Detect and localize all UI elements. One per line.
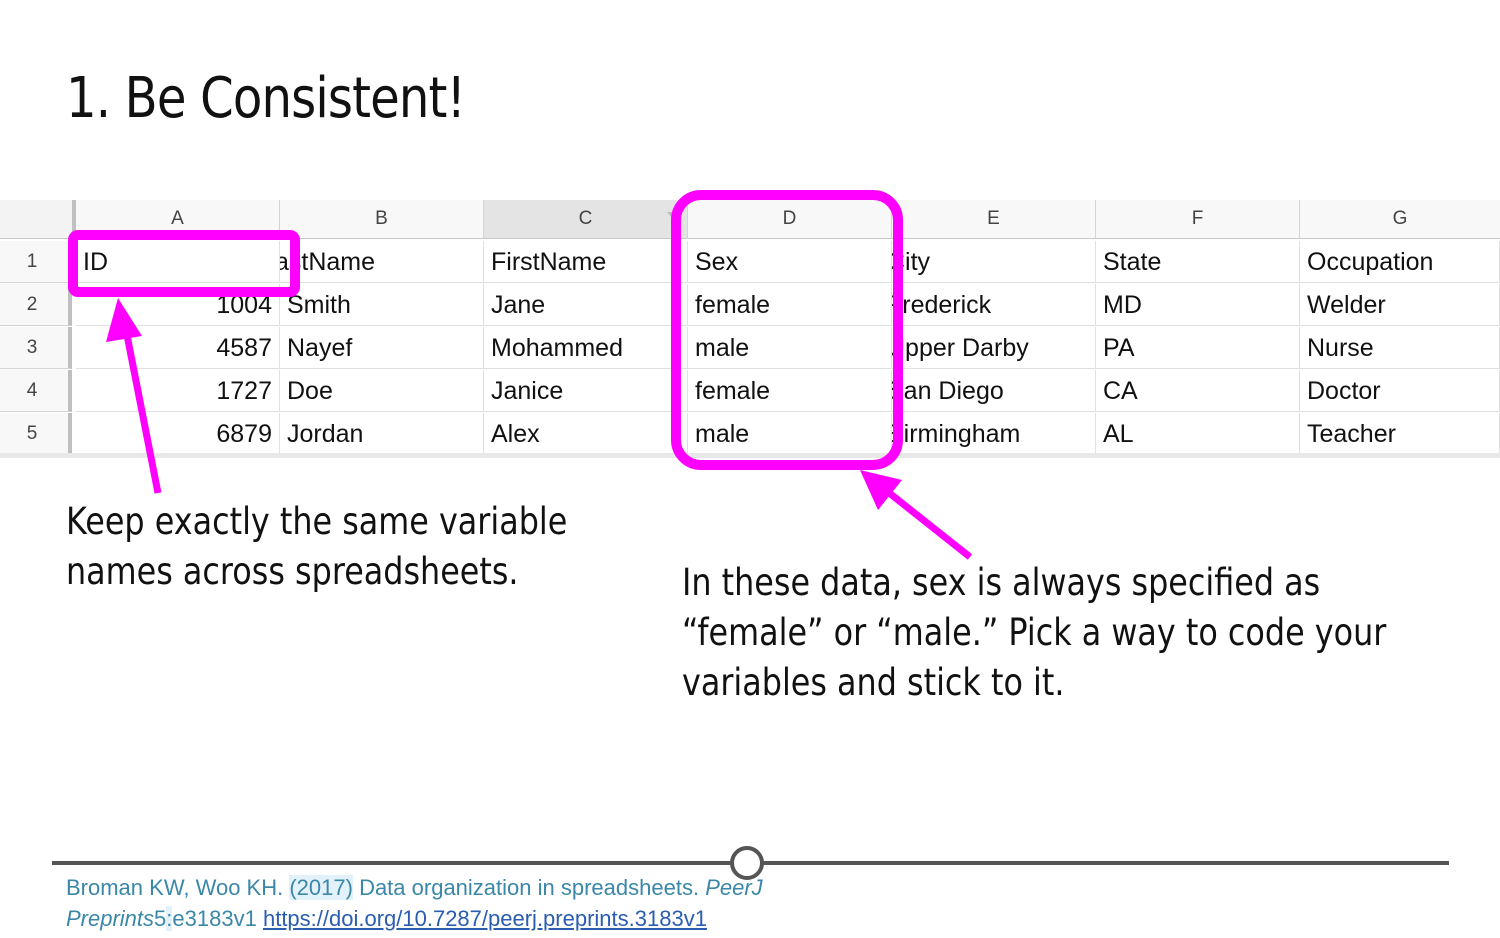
citation-journal-a: PeerJ bbox=[705, 875, 763, 900]
cell-g4[interactable]: Doctor bbox=[1300, 370, 1500, 412]
cell-a1[interactable]: ID bbox=[76, 241, 280, 283]
column-header-b[interactable]: B bbox=[280, 200, 484, 239]
cell-b5[interactable]: Jordan bbox=[280, 413, 484, 455]
row-header-1[interactable]: 1 bbox=[0, 241, 72, 283]
citation-authors: Broman KW, Woo KH. bbox=[66, 875, 284, 900]
cell-b3[interactable]: Nayef bbox=[280, 327, 484, 369]
cell-g5[interactable]: Teacher bbox=[1300, 413, 1500, 455]
cell-a4[interactable]: 1727 bbox=[76, 370, 280, 412]
arrow-to-sex-column bbox=[860, 470, 973, 560]
cell-b2[interactable]: Smith bbox=[280, 284, 484, 326]
cell-f1[interactable]: State bbox=[1096, 241, 1300, 283]
row-header-3[interactable]: 3 bbox=[0, 327, 72, 369]
annotation-left-line-1: Keep exactly the same variable bbox=[66, 500, 568, 543]
citation-sep: : bbox=[166, 906, 173, 931]
cell-e1[interactable]: City bbox=[892, 241, 1096, 283]
column-header-d[interactable]: D bbox=[688, 200, 892, 239]
cell-d1[interactable]: Sex bbox=[688, 241, 892, 283]
annotation-right: In these data, sex is always specified a… bbox=[682, 558, 1386, 708]
cell-g3[interactable]: Nurse bbox=[1300, 327, 1500, 369]
annotation-left-line-2: names across spreadsheets. bbox=[66, 550, 519, 593]
annotation-right-line-2: “female” or “male.” Pick a way to code y… bbox=[682, 611, 1387, 654]
cell-c2[interactable]: Jane bbox=[484, 284, 688, 326]
cell-b1[interactable]: astName bbox=[280, 241, 484, 283]
highlight-id-box bbox=[68, 230, 300, 297]
spreadsheet: A B C D E F G 1 2 3 4 5 ID astName First… bbox=[0, 200, 1500, 458]
cell-f4[interactable]: CA bbox=[1096, 370, 1300, 412]
citation-title: Data organization in spreadsheets. bbox=[359, 875, 700, 900]
slide-title: 1. Be Consistent! bbox=[66, 66, 466, 131]
cell-f2[interactable]: MD bbox=[1096, 284, 1300, 326]
column-header-c-label: C bbox=[578, 208, 593, 229]
cell-c4[interactable]: Janice bbox=[484, 370, 688, 412]
cell-c1[interactable]: FirstName bbox=[484, 241, 688, 283]
sheet-corner[interactable] bbox=[0, 200, 76, 239]
cell-c5[interactable]: Alex bbox=[484, 413, 688, 455]
citation: Broman KW, Woo KH. (2017) Data organizat… bbox=[66, 872, 763, 934]
cell-c3[interactable]: Mohammed bbox=[484, 327, 688, 369]
cell-b4[interactable]: Doe bbox=[280, 370, 484, 412]
cell-a5[interactable]: 6879 bbox=[76, 413, 280, 455]
citation-year: (2017) bbox=[289, 875, 353, 900]
annotation-right-line-3: variables and stick to it. bbox=[682, 661, 1065, 704]
cell-e3[interactable]: Upper Darby bbox=[892, 327, 1096, 369]
cell-a3[interactable]: 4587 bbox=[76, 327, 280, 369]
cell-f3[interactable]: PA bbox=[1096, 327, 1300, 369]
sheet-bottom-edge bbox=[0, 453, 1500, 458]
annotation-right-line-1: In these data, sex is always specified a… bbox=[682, 561, 1321, 604]
row-header-2[interactable]: 2 bbox=[0, 284, 72, 326]
cell-e2[interactable]: Frederick bbox=[892, 284, 1096, 326]
row-header-5[interactable]: 5 bbox=[0, 413, 72, 455]
footer-circle-icon bbox=[730, 846, 764, 880]
citation-line-2: Preprints5:e3183v1 https://doi.org/10.72… bbox=[66, 903, 763, 934]
citation-line-1: Broman KW, Woo KH. (2017) Data organizat… bbox=[66, 872, 763, 903]
column-header-e[interactable]: E bbox=[892, 200, 1096, 239]
cell-g1[interactable]: Occupation bbox=[1300, 241, 1500, 283]
annotation-left: Keep exactly the same variable names acr… bbox=[66, 497, 567, 597]
cell-d2[interactable]: female bbox=[688, 284, 892, 326]
citation-article: e3183v1 bbox=[172, 906, 257, 931]
cell-g2[interactable]: Welder bbox=[1300, 284, 1500, 326]
citation-doi-link[interactable]: https://doi.org/10.7287/peerj.preprints.… bbox=[262, 906, 707, 931]
column-header-c[interactable]: C bbox=[484, 200, 688, 239]
cell-f5[interactable]: AL bbox=[1096, 413, 1300, 455]
column-header-f[interactable]: F bbox=[1096, 200, 1300, 239]
cell-e4[interactable]: San Diego bbox=[892, 370, 1096, 412]
cell-d3[interactable]: male bbox=[688, 327, 892, 369]
citation-journal-b: Preprints bbox=[66, 906, 155, 931]
highlight-sex-column-box bbox=[671, 190, 903, 470]
row-header-4[interactable]: 4 bbox=[0, 370, 72, 412]
cell-e5[interactable]: Birmingham bbox=[892, 413, 1096, 455]
column-header-g[interactable]: G bbox=[1300, 200, 1500, 239]
cell-d4[interactable]: female bbox=[688, 370, 892, 412]
citation-volume: 5 bbox=[154, 906, 167, 931]
